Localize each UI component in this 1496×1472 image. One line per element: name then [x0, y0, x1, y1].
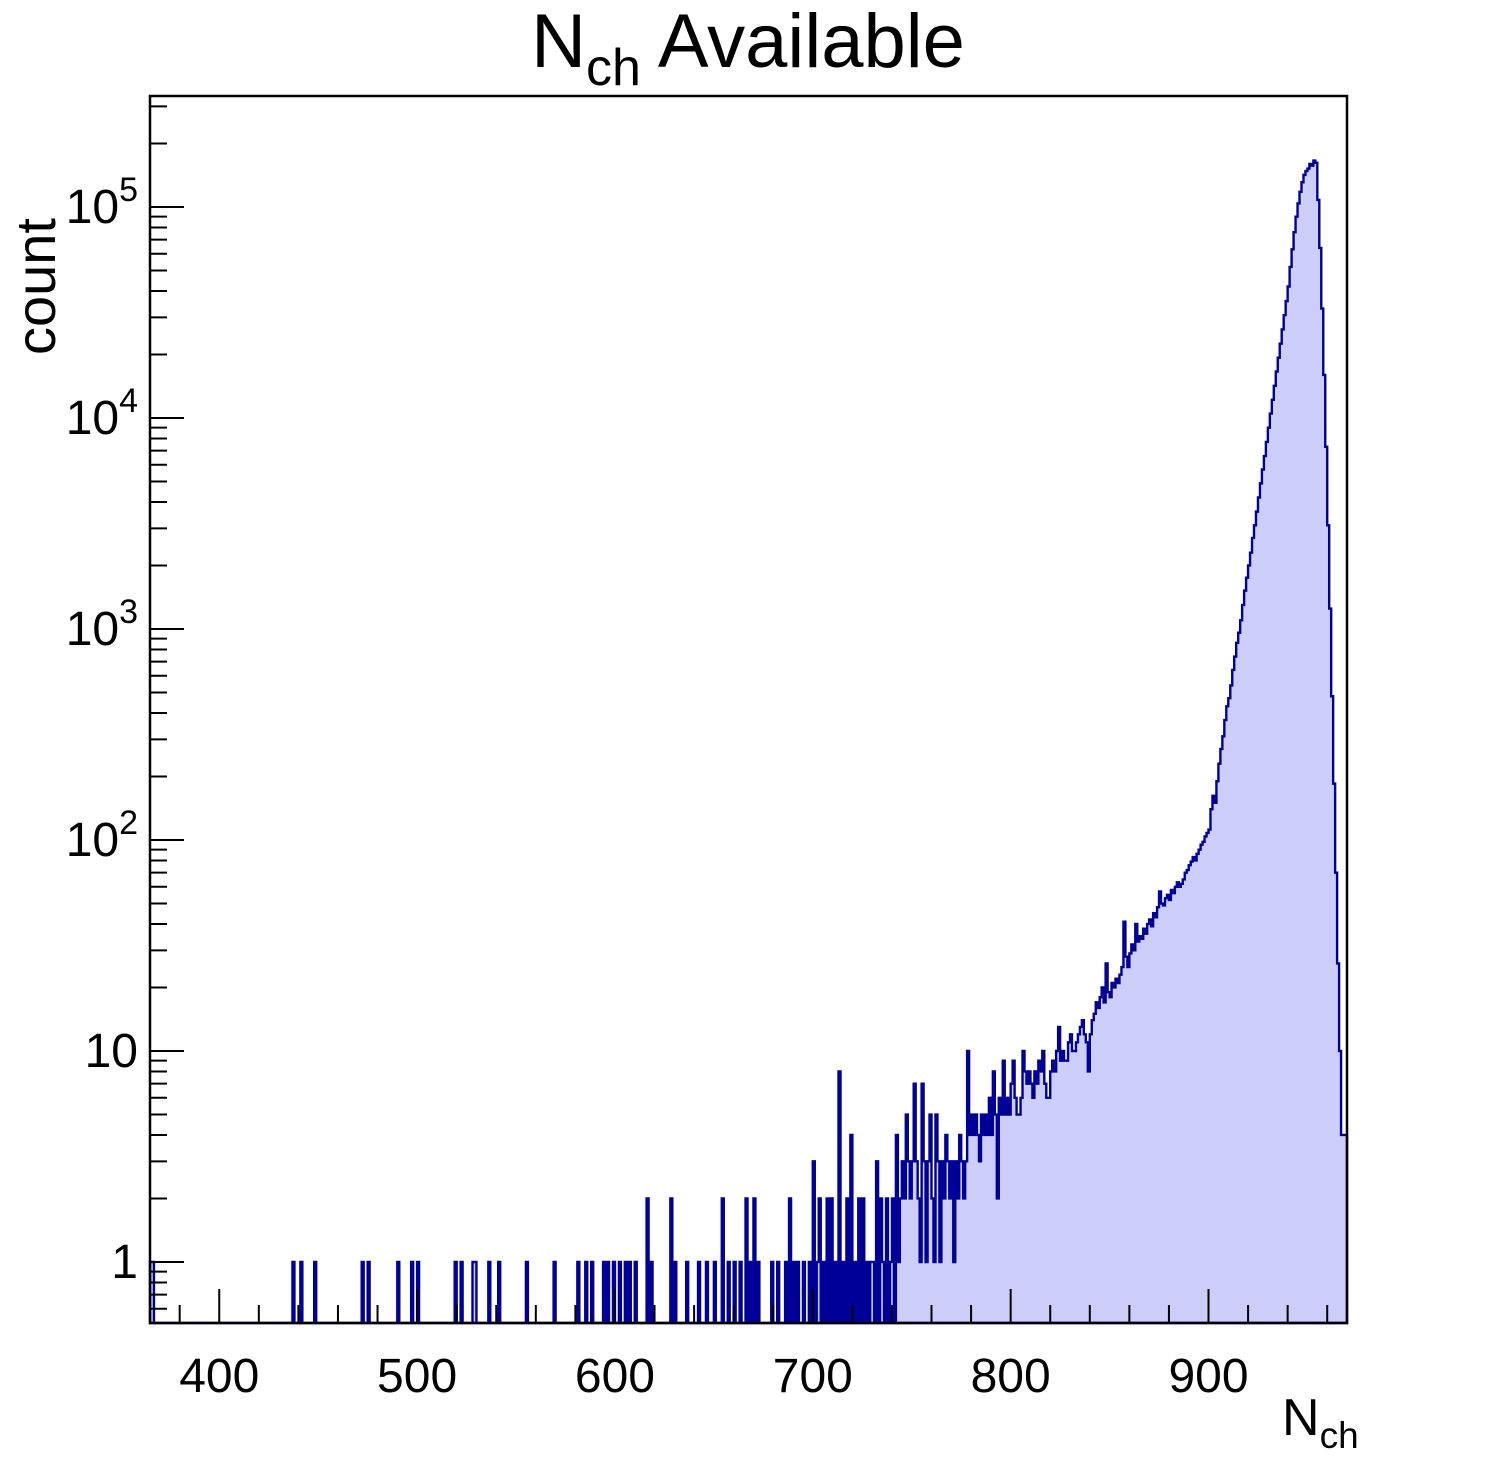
x-tick-label: 800	[971, 1350, 1051, 1403]
y-tick-label: 103	[66, 593, 138, 656]
histogram-series	[148, 159, 1349, 1325]
plot-frame	[148, 94, 1349, 1325]
x-tick-label: 700	[773, 1350, 853, 1403]
y-tick-label: 105	[66, 171, 138, 234]
chart-title: Nch Available	[0, 2, 1496, 96]
chart-title-rest: Available	[640, 0, 965, 84]
x-tick-label: 500	[377, 1350, 457, 1403]
y-tick-label: 1	[111, 1236, 138, 1289]
x-axis-title-base: N	[1282, 1389, 1320, 1447]
x-tick-label: 600	[575, 1350, 655, 1403]
x-tick-label: 400	[179, 1350, 259, 1403]
chart-title-subscript: ch	[586, 39, 641, 97]
y-tick-label: 104	[66, 382, 138, 445]
chart-title-base: N	[531, 0, 586, 84]
x-tick-label: 900	[1168, 1350, 1248, 1403]
y-tick-label: 10	[85, 1025, 138, 1078]
x-axis-title: Nch	[1282, 1392, 1359, 1454]
y-tick-label: 102	[66, 804, 138, 867]
y-axis-title: count	[4, 218, 67, 355]
x-axis-title-subscript: ch	[1319, 1415, 1359, 1456]
